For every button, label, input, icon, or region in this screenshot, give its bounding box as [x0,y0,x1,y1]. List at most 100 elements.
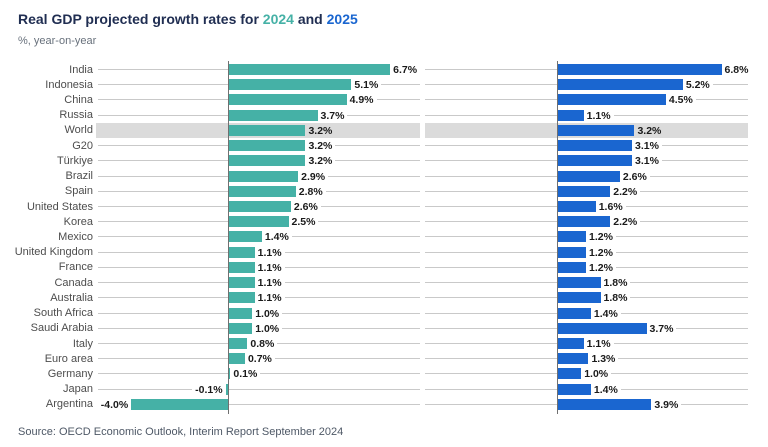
value-label-2025: 1.8% [600,277,631,290]
bar-2024 [228,368,231,380]
bar-2025 [557,79,683,91]
chart-row: World 3.2% 3.2% [0,122,750,139]
title-prefix: Real GDP projected growth rates for [18,11,259,27]
panel-2025: 2.2% [425,184,748,199]
value-label-2024: 1.1% [254,292,285,305]
chart-row: Spain 2.8% 2.2% [0,184,750,199]
value-label-2024: 0.1% [230,368,261,381]
panel-2025: 2.6% [425,169,748,184]
chart-row: China 4.9% 4.5% [0,92,750,107]
chart-row: United States 2.6% 1.6% [0,199,750,214]
bar-2025 [557,307,591,319]
value-label-2025: 2.2% [610,185,641,198]
bar-2024 [228,337,248,349]
bar-2025 [557,246,587,258]
value-label-2025: 1.8% [600,292,631,305]
panel-2025: 1.2% [425,260,748,275]
bar-2025 [557,231,587,243]
bar-2024 [228,155,306,167]
bar-2024 [228,307,253,319]
chart-row: Korea 2.5% 2.2% [0,214,750,229]
chart-row: G20 3.2% 3.1% [0,138,750,153]
country-label: Saudi Arabia [30,322,93,335]
bar-2025 [557,398,652,410]
panel-2024: 2.6% [96,199,420,214]
panel-2024: 3.2% [96,138,420,153]
value-label-2024: -4.0% [97,398,132,411]
bar-2024 [228,109,318,121]
bar-2025 [557,368,582,380]
value-label-2025: 1.1% [583,337,614,350]
chart-subtitle: %, year-on-year [18,35,97,47]
bar-2025 [557,337,584,349]
panel-2024: 0.8% [96,336,420,351]
value-label-2024: 3.7% [317,109,348,122]
bar-2024 [228,140,306,152]
bar-2025 [557,140,633,152]
value-label-2025: 3.9% [651,398,682,411]
bar-2024 [228,200,291,212]
chart-area: India 6.7% 6.8% Indonesia 5.1% 5.2% China 4.9% 4… [0,61,752,414]
value-label-2025: 5.2% [682,79,713,92]
value-label-2024: -0.1% [192,383,226,396]
axis-2025 [557,61,558,414]
bar-2025 [557,261,587,273]
panel-2025: 3.2% [425,122,748,139]
panel-2024: 1.1% [96,275,420,290]
panel-2024: 1.1% [96,260,420,275]
panel-2025: 1.4% [425,382,748,397]
panel-2025: 1.3% [425,351,748,366]
country-label: Euro area [44,352,93,365]
panel-2025: 1.8% [425,290,748,305]
value-label-2024: 2.5% [288,216,319,229]
bar-2024 [228,246,255,258]
row-gridline [98,388,420,390]
country-label: World [64,124,93,137]
panel-2024: -4.0% [96,397,420,412]
chart-row: Brazil 2.9% 2.6% [0,169,750,184]
panel-2024: 1.1% [96,245,420,260]
panel-2025: 6.8% [425,62,752,77]
country-label: Canada [54,276,93,289]
value-label-2024: 2.8% [295,185,326,198]
bar-2025 [557,155,633,167]
chart-row: Germany 0.1% 1.0% [0,366,750,381]
value-label-2024: 3.2% [305,155,336,168]
country-label: Japan [63,383,93,396]
value-label-2025: 1.2% [586,231,616,244]
panel-2025: 3.1% [425,138,748,153]
chart-row: Japan -0.1% 1.4% [0,382,750,397]
row-gridline [98,403,420,405]
chart-row: Italy 0.8% 1.1% [0,336,750,351]
value-label-2025: 1.2% [586,246,616,259]
bar-2025 [557,124,635,136]
value-label-2024: 1.0% [252,307,283,320]
page-title: Real GDP projected growth rates for 2024… [18,11,358,27]
value-label-2024: 2.6% [290,200,321,213]
country-label: Spain [64,185,93,198]
value-label-2025: 1.4% [590,307,621,320]
title-year-2024: 2024 [262,11,294,27]
value-label-2025: 1.2% [586,261,616,274]
bar-2024 [228,170,299,182]
value-label-2025: 6.8% [721,64,752,76]
panel-2025: 1.2% [425,229,748,244]
bar-2024 [228,231,262,243]
country-label: South Africa [33,307,93,320]
value-label-2024: 1.4% [261,231,292,244]
bar-2024 [228,124,306,136]
chart-row: Canada 1.1% 1.8% [0,275,750,290]
chart-row: Russia 3.7% 1.1% [0,108,750,123]
chart-row: Türkiye 3.2% 3.1% [0,153,750,168]
value-label-2024: 1.1% [254,261,285,274]
panel-2025: 1.8% [425,275,748,290]
value-label-2025: 2.6% [619,170,650,183]
panel-2025: 1.4% [425,306,748,321]
panel-2025: 1.6% [425,199,748,214]
bar-2024 [225,383,228,395]
bar-2024 [228,79,352,91]
value-label-2025: 1.1% [583,109,614,122]
bar-2025 [557,353,589,365]
title-year-2025: 2025 [326,11,358,27]
